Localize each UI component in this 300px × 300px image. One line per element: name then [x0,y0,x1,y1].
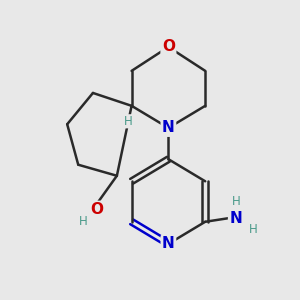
Text: H: H [124,115,132,128]
Text: N: N [162,120,175,135]
Text: O: O [162,39,175,54]
Text: H: H [231,195,240,208]
Text: H: H [249,224,257,236]
Text: N: N [162,236,175,251]
Text: N: N [230,211,242,226]
Text: H: H [80,215,88,228]
Text: O: O [90,202,103,217]
